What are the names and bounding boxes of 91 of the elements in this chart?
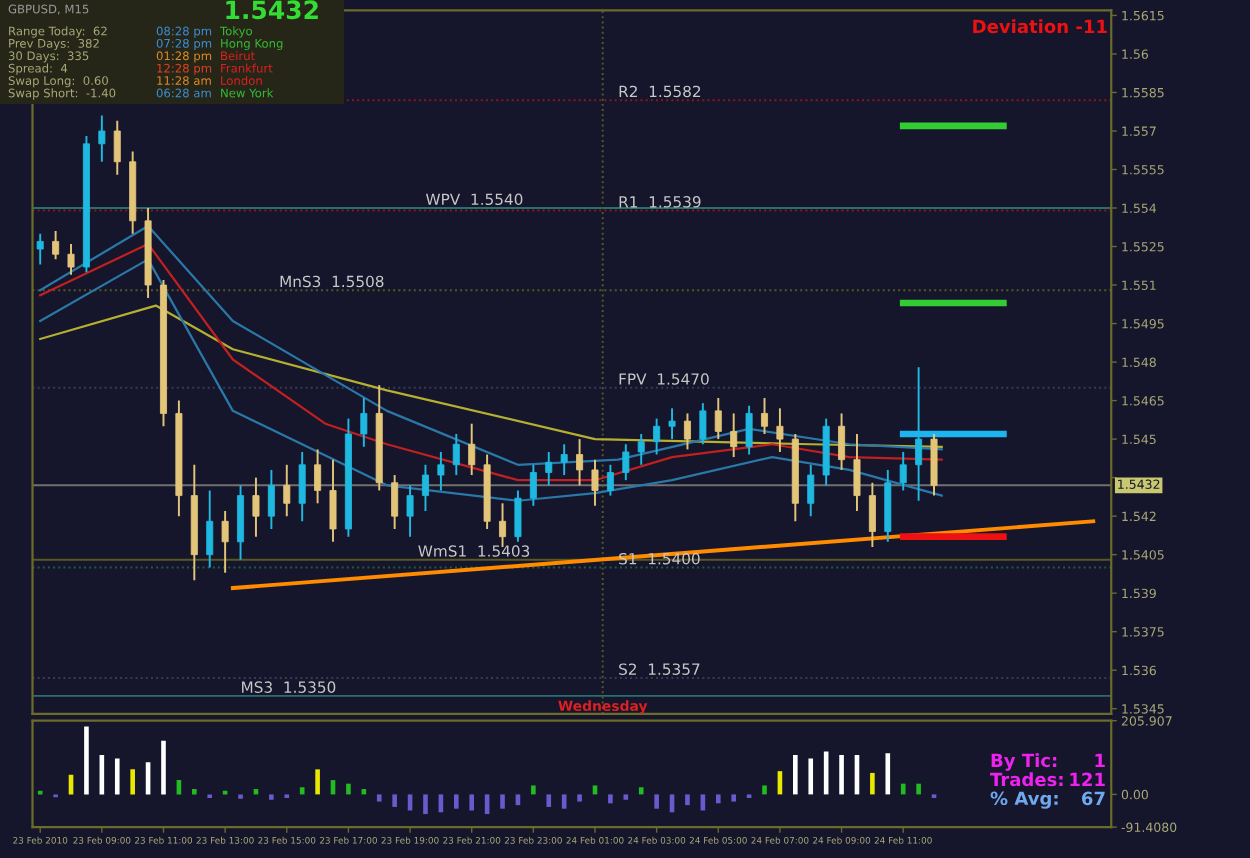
bar xyxy=(577,794,582,802)
annotation: 67 xyxy=(1081,791,1105,806)
bar xyxy=(130,769,135,795)
bar xyxy=(500,794,505,809)
bar xyxy=(870,772,875,795)
candlestick xyxy=(606,463,614,497)
candlestick xyxy=(314,448,322,505)
bar xyxy=(808,758,814,795)
bar xyxy=(623,794,629,800)
candlestick xyxy=(683,412,691,451)
bar xyxy=(561,794,567,809)
bar xyxy=(84,726,89,795)
candlestick xyxy=(391,474,399,530)
bar xyxy=(685,794,690,806)
candlestick xyxy=(267,468,275,530)
candlestick xyxy=(329,458,337,543)
bar xyxy=(638,787,644,795)
candlestick xyxy=(807,463,815,518)
annotation: Trades: xyxy=(990,772,1063,787)
candlestick xyxy=(36,232,44,266)
bar xyxy=(346,783,351,795)
bar xyxy=(392,794,397,807)
bar xyxy=(376,794,382,802)
bar xyxy=(469,794,475,811)
bar xyxy=(423,794,428,815)
candlestick xyxy=(529,463,537,507)
candlestick xyxy=(67,242,75,276)
candlestick xyxy=(714,397,722,441)
candlestick xyxy=(406,484,414,538)
bar xyxy=(731,794,736,802)
candlestick xyxy=(853,433,861,512)
candlestick xyxy=(298,450,306,523)
candlestick xyxy=(98,114,106,163)
bar xyxy=(916,783,921,795)
candlestick xyxy=(899,450,907,492)
candlestick xyxy=(52,230,60,261)
candlestick xyxy=(668,407,676,441)
candlestick xyxy=(930,433,938,497)
line-series xyxy=(39,304,943,448)
bar xyxy=(114,758,120,795)
candlestick xyxy=(730,412,738,459)
candlestick xyxy=(560,443,568,477)
candlestick xyxy=(283,463,291,518)
bar xyxy=(192,789,197,795)
candlestick xyxy=(745,404,753,456)
candlestick xyxy=(761,397,769,435)
candlestick xyxy=(637,433,645,466)
bar xyxy=(839,755,844,795)
candlestick xyxy=(221,510,229,574)
annotation: 121 xyxy=(1070,772,1105,786)
bar xyxy=(531,785,536,795)
annotation: 1.5432 xyxy=(226,0,318,20)
bar xyxy=(407,794,413,811)
candlestick xyxy=(653,417,661,456)
candlestick xyxy=(252,476,260,538)
candlestick xyxy=(437,450,445,492)
annotation: 1 xyxy=(1095,753,1105,767)
bar xyxy=(453,794,459,809)
candlestick xyxy=(499,502,507,548)
bar xyxy=(654,794,659,809)
bar xyxy=(715,794,721,804)
candlestick xyxy=(421,463,429,512)
bar xyxy=(269,794,274,800)
bar xyxy=(315,769,320,795)
candlestick xyxy=(360,397,368,448)
annotation: By Tic: xyxy=(991,753,1057,771)
candlestick xyxy=(237,484,245,561)
annotation: Deviation -11 xyxy=(973,19,1107,34)
bar xyxy=(608,794,613,804)
candlestick xyxy=(545,450,553,487)
bar xyxy=(546,794,552,807)
candlestick xyxy=(113,119,121,176)
bar xyxy=(885,753,891,795)
bar xyxy=(900,783,906,795)
candlestick xyxy=(622,443,630,482)
bar xyxy=(700,794,706,811)
candlestick xyxy=(576,438,584,487)
candlestick xyxy=(776,407,784,453)
bar xyxy=(161,740,166,795)
candlestick xyxy=(838,412,846,471)
candlestick xyxy=(591,458,599,507)
candlestick xyxy=(915,366,923,502)
annotation: % Avg: xyxy=(990,791,1058,809)
candlestick xyxy=(468,422,476,477)
candlestick xyxy=(206,489,214,569)
candlestick xyxy=(868,481,876,548)
candlestick xyxy=(699,402,707,446)
candlestick xyxy=(514,489,522,543)
bar xyxy=(793,755,798,795)
candlestick xyxy=(452,433,460,477)
bar xyxy=(762,785,767,795)
